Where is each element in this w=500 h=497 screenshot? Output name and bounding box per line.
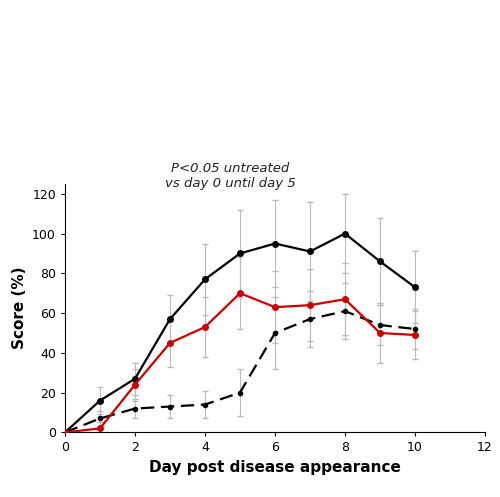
Y-axis label: Score (%): Score (%) (12, 267, 26, 349)
Text: P<0.05 untreated
vs day 0 until day 5: P<0.05 untreated vs day 0 until day 5 (164, 162, 296, 189)
X-axis label: Day post disease appearance: Day post disease appearance (149, 460, 401, 475)
